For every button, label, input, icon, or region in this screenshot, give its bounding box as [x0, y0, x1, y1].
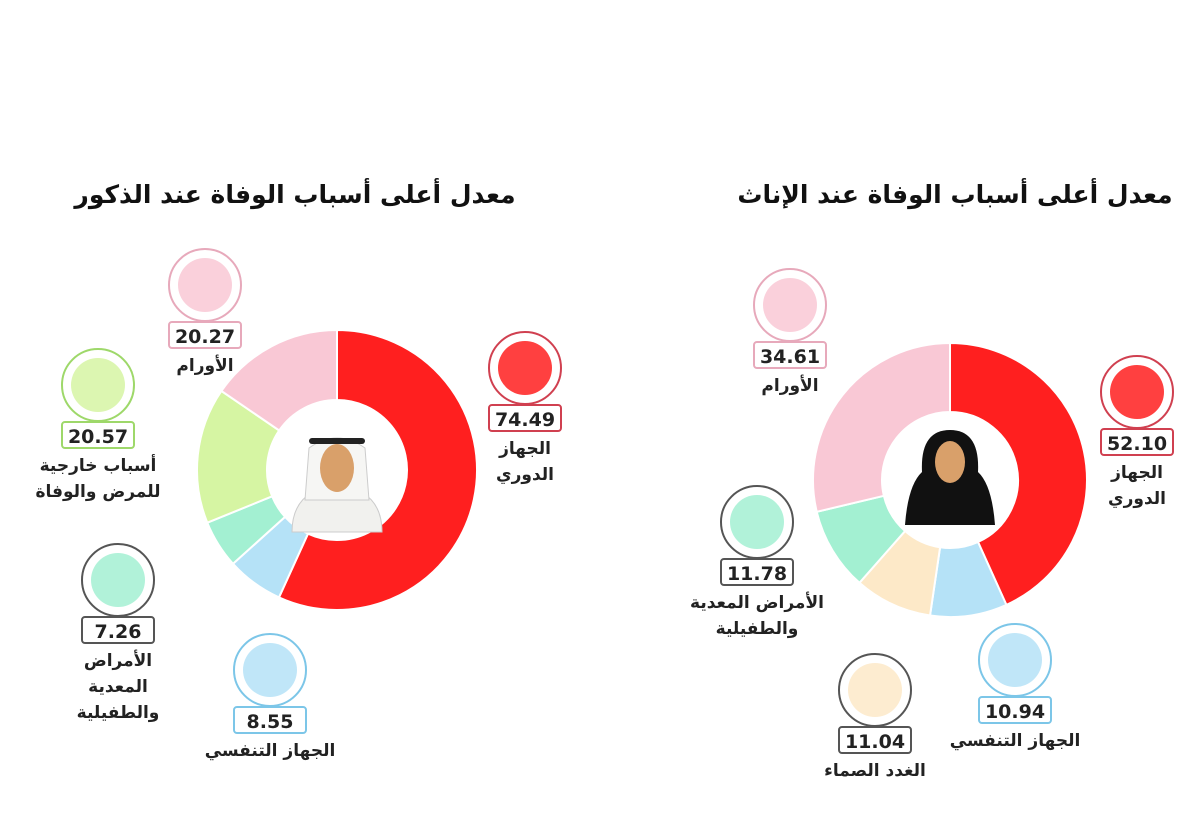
- icon: [1110, 365, 1164, 419]
- value-label: 7.26: [81, 616, 155, 644]
- donut-slice: [277, 328, 478, 611]
- person-face: [935, 441, 965, 483]
- value-label: 8.55: [233, 706, 307, 734]
- icon: [730, 495, 784, 549]
- value-label: 11.04: [838, 726, 912, 754]
- icon: [763, 278, 817, 332]
- category-label: الغدد الصماء: [824, 761, 926, 781]
- icon: [848, 663, 902, 717]
- icon: [243, 643, 297, 697]
- donut-slice: [220, 328, 338, 432]
- chart-title: معدل أعلى أسباب الوفاة عند الإناث: [737, 180, 1173, 209]
- value-label: 74.49: [488, 404, 562, 432]
- icon: [178, 258, 232, 312]
- icon: [498, 341, 552, 395]
- person-agal: [309, 438, 365, 444]
- category-label: أسباب خارجية للمرض والوفاة: [35, 456, 161, 502]
- donut-slice: [949, 341, 1088, 607]
- icon: [91, 553, 145, 607]
- value-label: 11.78: [720, 558, 794, 586]
- value-label: 20.27: [168, 321, 242, 349]
- value-label: 52.10: [1100, 428, 1174, 456]
- category-label: الأمراض المعدية والطفيلية: [76, 651, 160, 723]
- category-label: الأمراض المعدية والطفيلية: [690, 593, 824, 639]
- person-face: [320, 444, 354, 492]
- category-label: الجهاز التنفسي: [204, 741, 336, 761]
- category-label: الأورام: [761, 376, 819, 396]
- value-label: 20.57: [61, 421, 135, 449]
- category-label: الجهاز الدوري: [496, 439, 554, 485]
- value-label: 10.94: [978, 696, 1052, 724]
- category-label: الجهاز التنفسي: [949, 731, 1081, 751]
- category-label: الأورام: [176, 356, 234, 376]
- value-label: 34.61: [753, 341, 827, 369]
- donut-slice: [812, 341, 951, 514]
- icon: [71, 358, 125, 412]
- category-label: الجهاز الدوري: [1108, 463, 1166, 509]
- icon: [988, 633, 1042, 687]
- chart-title: معدل أعلى أسباب الوفاة عند الذكور: [74, 180, 516, 209]
